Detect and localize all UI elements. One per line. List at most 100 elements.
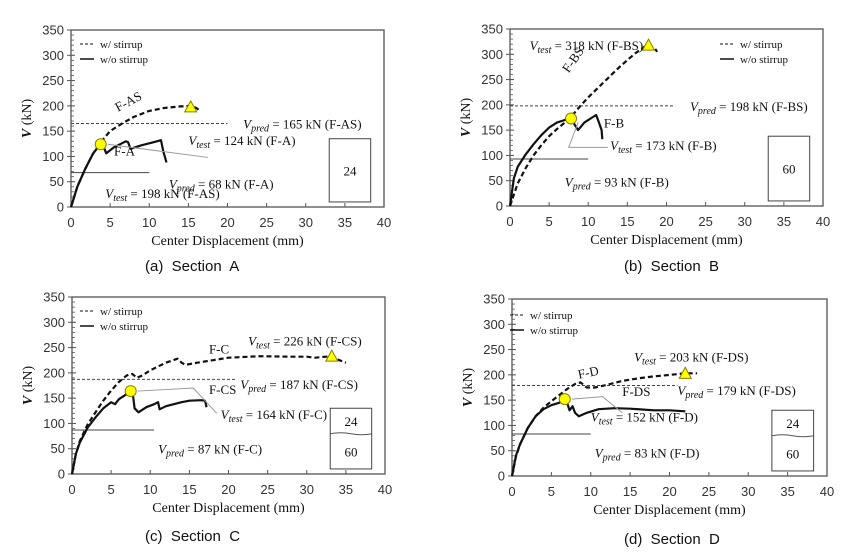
pred-label: Vpred = 179 kN (F-DS) <box>677 383 795 401</box>
legend-label: w/ stirrup <box>100 39 143 51</box>
section-joint-line <box>771 434 814 438</box>
x-tick-label: 5 <box>548 484 555 499</box>
plot-svg: 0 50 100 150 200 250 300 350 0 5 10 15 20 25 30 35 40 Cen… <box>20 23 391 250</box>
y-tick-label: 150 <box>483 393 505 408</box>
series-f-cs-line <box>70 355 347 475</box>
y-tick-label: 150 <box>481 123 503 138</box>
series-f-d-line <box>510 398 686 477</box>
y-tick-label: 100 <box>42 149 64 164</box>
x-tick-label: 25 <box>702 484 716 499</box>
peak-circle-marker <box>565 112 578 125</box>
leader-line <box>107 143 209 158</box>
y-axis-title: V (kN) <box>21 366 36 406</box>
leader-line <box>571 396 623 414</box>
x-tick-label: 35 <box>338 215 352 230</box>
x-tick-label: 30 <box>299 215 313 230</box>
x-tick-label: 40 <box>820 484 834 499</box>
x-tick-label: 0 <box>67 215 74 230</box>
series-f-ds-line <box>510 372 698 477</box>
y-tick-label: 300 <box>483 317 505 332</box>
series-label: F-AS <box>112 88 144 114</box>
y-tick-label: 150 <box>42 124 64 139</box>
y-tick-label: 300 <box>43 315 65 330</box>
legend: w/ stirrup w/o stirrup <box>80 39 148 66</box>
y-tick-label: 300 <box>481 47 503 62</box>
series-label: F-C <box>209 342 229 357</box>
x-tick-label: 5 <box>546 214 553 229</box>
series-label: F-D <box>576 363 600 382</box>
x-tick-label: 0 <box>68 482 75 497</box>
x-tick-label: 10 <box>142 215 156 230</box>
y-tick-label: 200 <box>481 97 503 112</box>
plot-svg: 0 50 100 150 200 250 300 350 0 5 10 15 20 25 30 35 40 Cen… <box>461 292 834 519</box>
section-outline <box>767 135 811 202</box>
x-tick-label: 35 <box>777 214 791 229</box>
legend-label: w/o stirrup <box>530 325 578 337</box>
series-label: F-CS <box>209 382 236 397</box>
pred-label: Vpred = 187 kN (F-CS) <box>240 377 358 395</box>
x-tick-label: 15 <box>182 482 196 497</box>
chart-section-a: 0 50 100 150 200 250 300 350 0 5 10 15 20 25 30 35 40 Cen… <box>0 0 430 280</box>
vtest-label: Vtest = 226 kN (F-CS) <box>248 334 362 352</box>
x-tick-label: 0 <box>506 214 513 229</box>
section-joint-line <box>330 432 372 436</box>
peak-circle-marker <box>124 385 137 398</box>
pred-label: Vpred = 198 kN (F-BS) <box>690 99 808 117</box>
x-tick-label: 5 <box>108 482 115 497</box>
vtest-label: Vtest = 203 kN (F-DS) <box>634 350 748 368</box>
series-label: F-DS <box>622 384 650 399</box>
x-tick-label: 30 <box>300 482 314 497</box>
pred-label: Vpred = 93 kN (F-B) <box>565 175 669 193</box>
x-tick-label: 35 <box>780 484 794 499</box>
section-depth-label: 60 <box>782 162 795 177</box>
x-axis-title: Center Displacement (mm) <box>151 234 304 249</box>
x-tick-label: 20 <box>220 215 234 230</box>
x-tick-label: 25 <box>698 214 712 229</box>
y-tick-label: 200 <box>483 367 505 382</box>
peak-circle-marker <box>94 138 107 151</box>
y-tick-label: 100 <box>481 148 503 163</box>
y-tick-label: 100 <box>483 418 505 433</box>
y-tick-label: 0 <box>496 199 503 214</box>
y-tick-label: 350 <box>481 22 503 37</box>
y-axis-title: V (kN) <box>20 99 35 139</box>
section-box: 24 <box>328 138 372 203</box>
legend-label: w/ stirrup <box>740 39 783 51</box>
vtest-label: Vtest = 173 kN (F-B) <box>610 138 716 156</box>
x-tick-label: 15 <box>181 215 195 230</box>
y-tick-label: 50 <box>50 174 64 189</box>
section-box: 24 60 <box>329 407 373 470</box>
legend: w/ stirrup w/o stirrup <box>510 310 578 337</box>
vtest-label: Vtest = 318 kN (F-BS) <box>530 38 644 56</box>
x-axis-title: Center Displacement (mm) <box>152 501 305 516</box>
pred-label: Vpred = 87 kN (F-C) <box>158 442 262 460</box>
caption: (a) Section A <box>145 258 240 275</box>
x-tick-label: 25 <box>260 482 274 497</box>
series-label: F-B <box>604 116 625 131</box>
caption: (b) Section B <box>624 258 720 275</box>
x-tick-label: 30 <box>741 484 755 499</box>
y-tick-label: 150 <box>43 391 65 406</box>
x-tick-label: 40 <box>816 214 830 229</box>
legend-label: w/o stirrup <box>100 321 148 333</box>
x-tick-label: 5 <box>107 215 114 230</box>
y-tick-label: 200 <box>42 98 64 113</box>
caption: (c) Section C <box>145 528 241 545</box>
x-tick-label: 40 <box>378 482 392 497</box>
plot-svg: 0 50 100 150 200 250 300 350 0 5 10 15 20 25 30 35 40 Cen… <box>21 290 392 517</box>
y-tick-label: 250 <box>483 342 505 357</box>
y-tick-label: 50 <box>489 173 503 188</box>
x-axis-title: Center Displacement (mm) <box>593 503 746 518</box>
section-bottom-label: 60 <box>344 444 357 459</box>
section-outline <box>771 409 815 472</box>
y-axis-title: V (kN) <box>459 98 474 138</box>
y-tick-label: 50 <box>491 443 505 458</box>
vtest-label: Vtest = 124 kN (F-A) <box>188 133 295 151</box>
x-tick-label: 10 <box>581 214 595 229</box>
y-tick-label: 250 <box>481 72 503 87</box>
peak-triangle-marker <box>641 38 656 51</box>
y-tick-label: 300 <box>42 48 64 63</box>
legend-label: w/ stirrup <box>530 310 573 322</box>
section-top-label: 24 <box>344 414 358 429</box>
y-tick-label: 250 <box>43 340 65 355</box>
